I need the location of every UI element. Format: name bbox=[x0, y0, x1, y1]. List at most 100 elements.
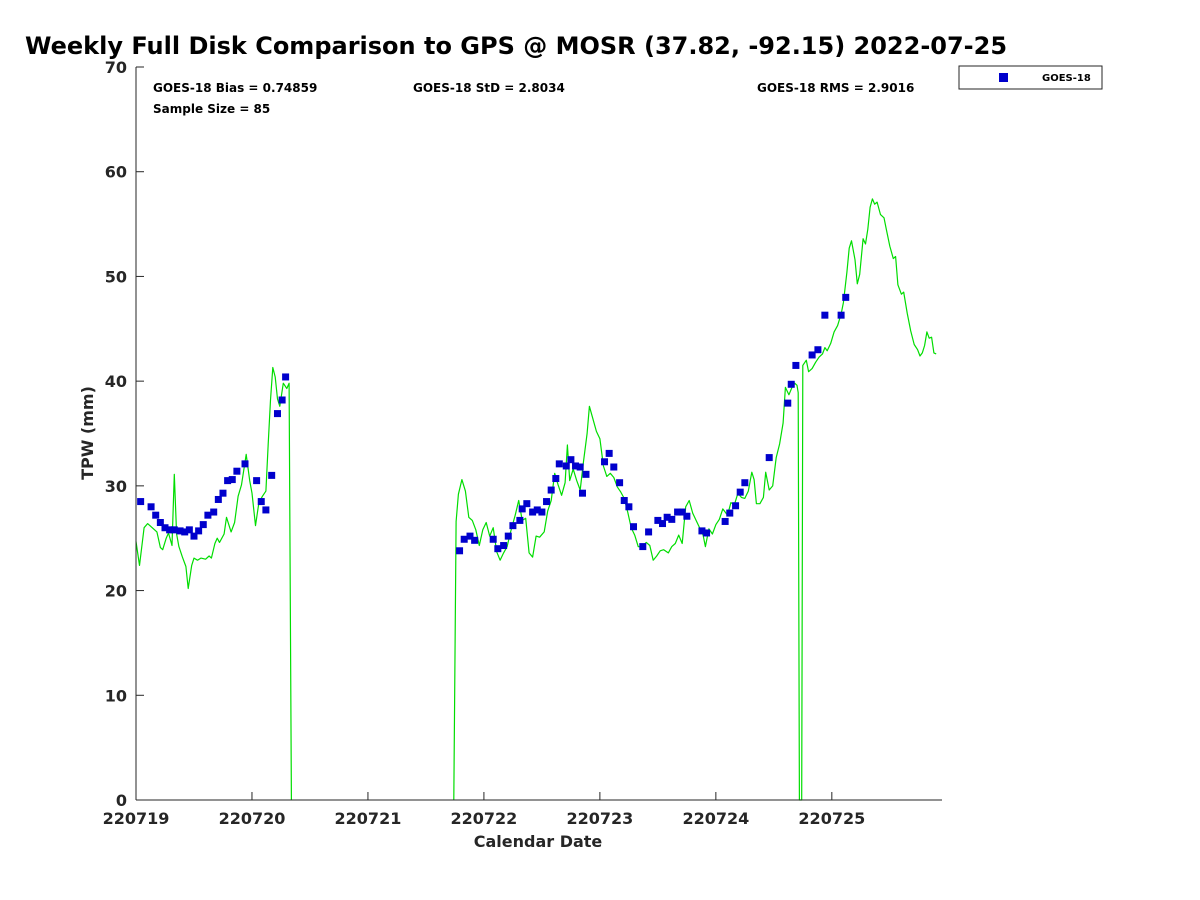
y-axis-ticks: 0 10 20 30 40 50 60 70 bbox=[105, 58, 144, 810]
x-axis-label: Calendar Date bbox=[474, 832, 603, 851]
goes-18-marker bbox=[152, 511, 160, 519]
rms-annotation: GOES-18 RMS = 2.9016 bbox=[757, 81, 914, 95]
goes-18-marker bbox=[601, 458, 609, 466]
goes-18-marker bbox=[529, 508, 537, 516]
goes-18-marker bbox=[523, 500, 531, 508]
goes-18-marker bbox=[625, 503, 633, 511]
goes-18-marker bbox=[268, 471, 276, 479]
y-tick-label: 60 bbox=[105, 163, 127, 182]
chart-title: Weekly Full Disk Comparison to GPS @ MOS… bbox=[25, 32, 1007, 60]
goes-18-marker bbox=[659, 520, 667, 528]
goes-18-marker bbox=[703, 529, 711, 537]
gps-line-series bbox=[135, 198, 937, 801]
goes-18-marker bbox=[156, 519, 164, 527]
goes-18-marker bbox=[278, 396, 286, 404]
goes-18-marker bbox=[471, 536, 479, 544]
goes-18-marker bbox=[837, 311, 845, 319]
goes-18-marker bbox=[219, 489, 227, 497]
goes-18-marker bbox=[233, 467, 241, 475]
y-tick-label: 20 bbox=[105, 582, 127, 601]
x-axis-ticks: 220719 220720 220721 220722 220723 220724 2207… bbox=[103, 792, 865, 828]
goes-18-marker bbox=[241, 460, 249, 468]
y-tick-label: 40 bbox=[105, 372, 127, 391]
goes-18-marker bbox=[605, 449, 613, 457]
goes-18-marker bbox=[282, 373, 290, 381]
goes-18-marker bbox=[808, 351, 816, 359]
goes-18-marker bbox=[224, 477, 232, 485]
goes-18-marker bbox=[572, 462, 580, 470]
goes-18-marker bbox=[185, 526, 193, 534]
goes-18-marker bbox=[195, 527, 203, 535]
x-tick-label: 220724 bbox=[682, 809, 749, 828]
goes-18-marker bbox=[654, 516, 662, 524]
goes-18-marker bbox=[552, 475, 560, 483]
goes-18-marker bbox=[253, 477, 261, 485]
goes-18-marker bbox=[610, 463, 618, 471]
goes-18-marker bbox=[228, 476, 236, 484]
x-tick-label: 220723 bbox=[566, 809, 633, 828]
goes-18-marker bbox=[262, 506, 270, 514]
goes-18-marker bbox=[147, 503, 155, 511]
goes-18-marker bbox=[698, 527, 706, 535]
goes-18-marker bbox=[721, 517, 729, 525]
plot-area: 0 10 20 30 40 50 60 70 220719 220720 220721 220722… bbox=[103, 58, 942, 828]
x-tick-label: 220719 bbox=[103, 809, 170, 828]
goes-18-marker bbox=[199, 521, 207, 529]
goes-18-marker bbox=[504, 532, 512, 540]
goes-18-marker bbox=[616, 479, 624, 487]
gps-tpw-line bbox=[453, 198, 937, 801]
std-annotation: GOES-18 StD = 2.8034 bbox=[413, 81, 565, 95]
goes-18-marker bbox=[509, 522, 517, 530]
goes-18-marker bbox=[668, 515, 676, 523]
goes-18-marker bbox=[543, 498, 551, 506]
goes-18-marker bbox=[582, 470, 590, 478]
goes-18-marker bbox=[663, 513, 671, 521]
y-tick-label: 30 bbox=[105, 477, 127, 496]
gps-tpw-line bbox=[135, 366, 292, 801]
goes-18-marker bbox=[562, 462, 570, 470]
plot-background bbox=[136, 67, 942, 800]
goes-18-marker bbox=[576, 463, 584, 471]
goes-18-marker bbox=[204, 511, 212, 519]
goes-18-marker bbox=[765, 454, 773, 462]
goes-18-marker bbox=[784, 399, 792, 407]
legend-swatch-goes-18 bbox=[999, 73, 1008, 82]
goes-18-marker bbox=[494, 545, 502, 553]
goes-18-marker bbox=[176, 527, 184, 535]
y-tick-label: 70 bbox=[105, 58, 127, 77]
sample-size-annotation: Sample Size = 85 bbox=[153, 102, 270, 116]
goes-18-marker bbox=[645, 528, 653, 536]
goes-18-marker bbox=[161, 524, 169, 532]
legend-box bbox=[958, 65, 1103, 90]
goes-18-marker bbox=[814, 346, 822, 354]
goes-18-marker bbox=[732, 502, 740, 510]
goes-18-marker bbox=[578, 489, 586, 497]
goes-18-marker bbox=[257, 498, 265, 506]
goes-18-marker bbox=[736, 488, 744, 496]
legend-label-goes-18: GOES-18 bbox=[1042, 73, 1091, 84]
goes-18-marker bbox=[456, 547, 464, 555]
goes-18-marker bbox=[842, 293, 850, 301]
goes-18-marker bbox=[821, 311, 829, 319]
goes-18-marker bbox=[620, 497, 628, 505]
goes-18-marker bbox=[678, 508, 686, 516]
goes-18-marker bbox=[460, 535, 468, 543]
goes-18-marker bbox=[190, 532, 198, 540]
y-tick-label: 10 bbox=[105, 686, 127, 705]
goes-18-marker bbox=[518, 505, 526, 513]
y-tick-label: 50 bbox=[105, 267, 127, 286]
goes-18-marker-series bbox=[137, 293, 850, 555]
goes-18-marker bbox=[214, 495, 222, 503]
goes-18-marker bbox=[547, 486, 555, 494]
goes-18-marker bbox=[516, 516, 524, 524]
goes-18-marker bbox=[533, 506, 541, 514]
goes-18-marker bbox=[639, 543, 647, 551]
goes-18-marker bbox=[181, 528, 189, 536]
y-tick-label: 0 bbox=[116, 791, 127, 810]
goes-18-marker bbox=[489, 535, 497, 543]
goes-18-marker bbox=[726, 509, 734, 517]
goes-18-marker bbox=[674, 508, 682, 516]
goes-18-marker bbox=[567, 456, 575, 464]
goes-18-marker bbox=[500, 542, 508, 550]
